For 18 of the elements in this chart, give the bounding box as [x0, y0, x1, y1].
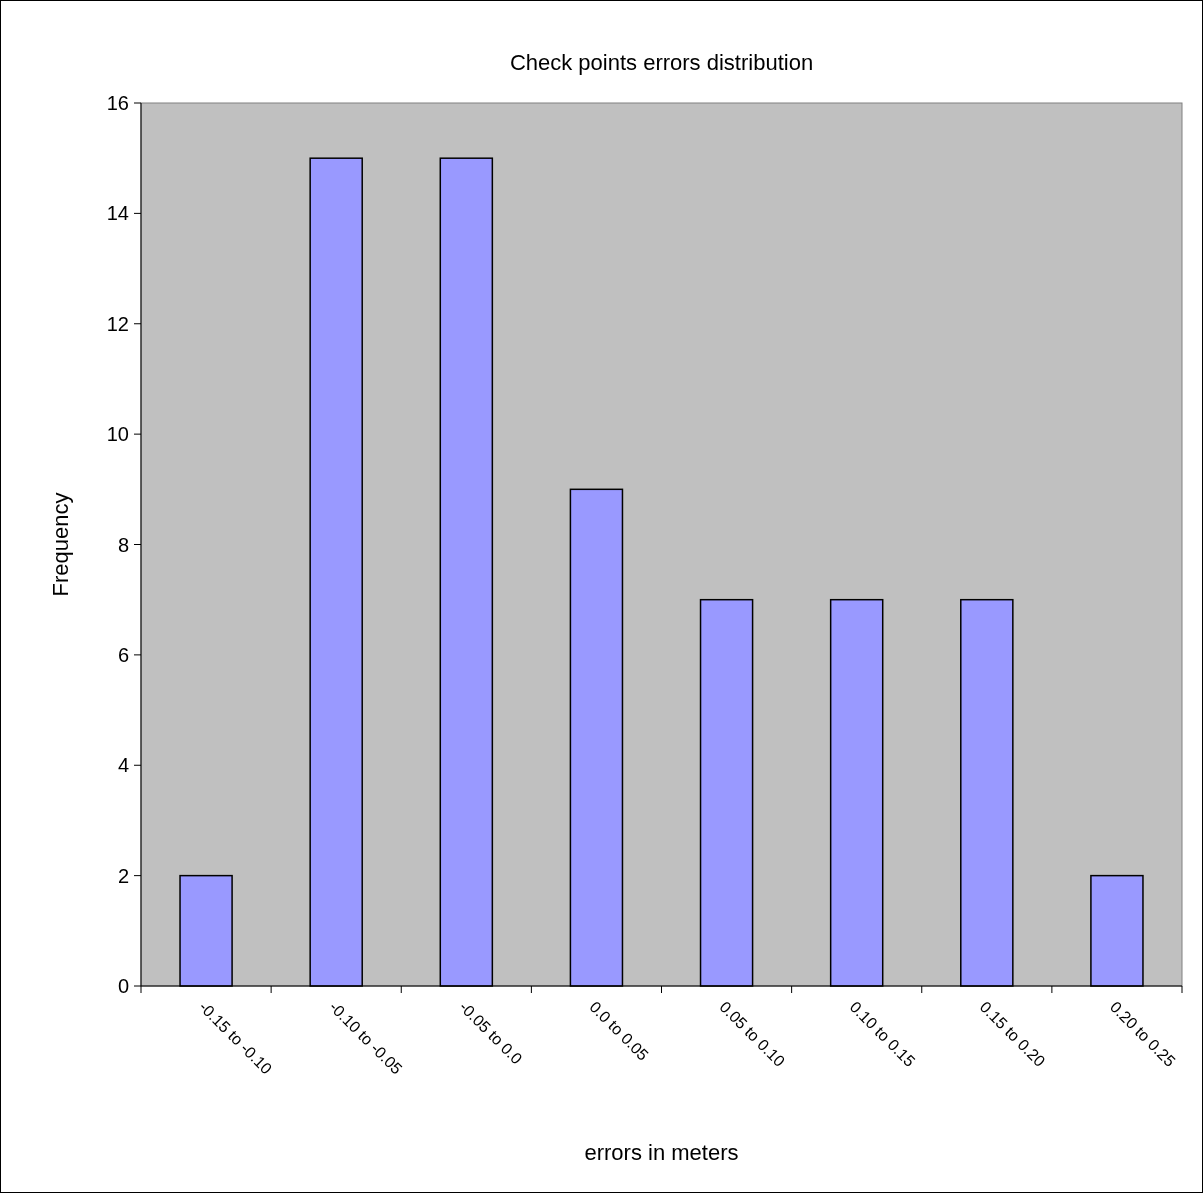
y-axis-title: Frequency — [48, 492, 73, 597]
y-tick-label: 16 — [106, 92, 129, 114]
x-tick-label: 0.20 to 0.25 — [1106, 998, 1179, 1070]
y-tick-label: 12 — [106, 312, 129, 335]
y-tick-label: 10 — [106, 423, 129, 446]
y-tick-label: 2 — [117, 864, 129, 887]
x-tick-label: 0.10 to 0.15 — [846, 998, 919, 1070]
y-tick-label: 4 — [117, 754, 129, 777]
chart-title: Check points errors distribution — [509, 50, 814, 75]
y-tick-label: 8 — [117, 533, 129, 556]
x-tick-label: 0.0 to 0.05 — [586, 998, 652, 1064]
y-tick-label: 6 — [117, 643, 129, 666]
x-tick-label: 0.05 to 0.10 — [716, 998, 789, 1070]
x-axis-title: errors in meters — [584, 1140, 739, 1165]
x-tick-label: 0.15 to 0.20 — [976, 998, 1049, 1070]
y-tick-label: 0 — [117, 975, 129, 997]
y-tick-label: 14 — [106, 202, 129, 225]
x-tick-label: -0.05 to 0.0 — [456, 998, 526, 1068]
